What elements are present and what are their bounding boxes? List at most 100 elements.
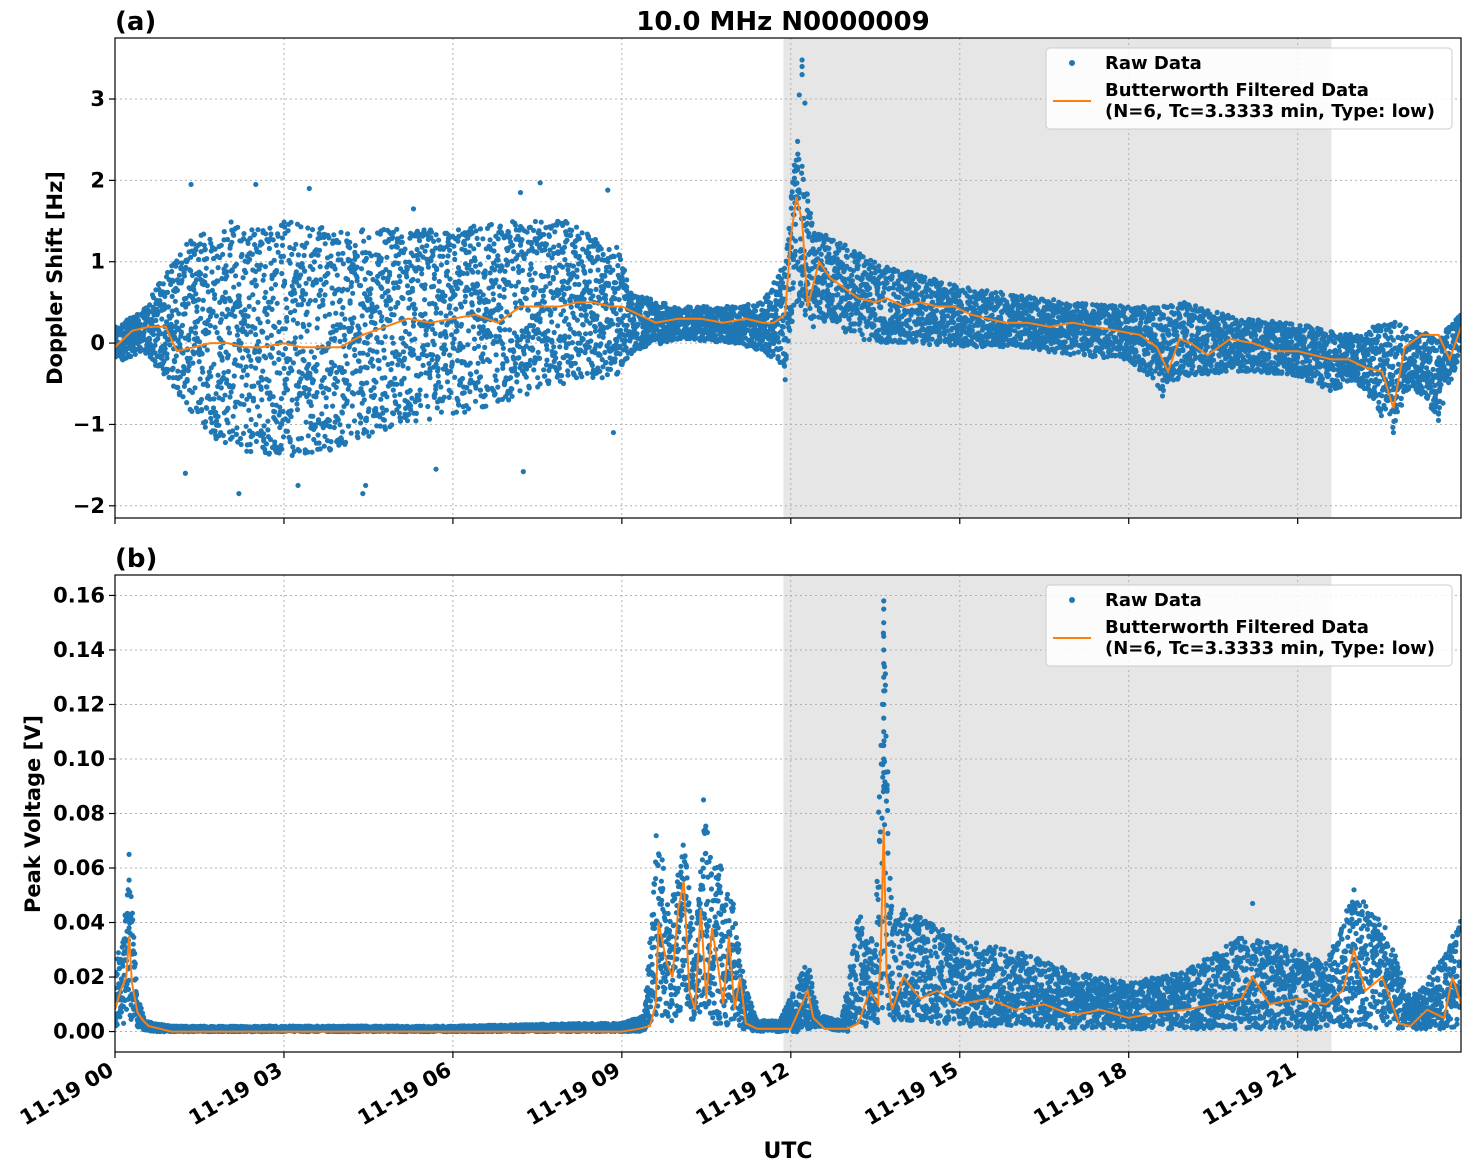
panel-a-raw-point bbox=[795, 138, 801, 144]
panel-a-raw-point bbox=[274, 300, 280, 306]
panel-a-raw-point bbox=[444, 379, 451, 385]
panel-a-raw-point bbox=[298, 224, 304, 230]
panel-a-raw-point bbox=[422, 248, 428, 254]
panel-a-raw-point bbox=[493, 377, 499, 383]
panel-a-raw-point bbox=[454, 285, 461, 292]
panel-a-raw-point bbox=[530, 346, 536, 352]
panel-a-raw-point bbox=[222, 392, 228, 398]
panel-a-raw-point bbox=[580, 322, 586, 328]
panel-a-raw-point bbox=[787, 327, 793, 333]
panel-a-raw-point bbox=[267, 436, 274, 443]
panel-a-raw-point bbox=[159, 316, 165, 322]
panel-a-raw-point bbox=[374, 304, 380, 310]
panel-a-raw-point bbox=[153, 317, 159, 324]
panel-a-raw-point bbox=[905, 299, 911, 305]
panel-a-raw-point bbox=[246, 407, 252, 413]
panel-a-raw-point bbox=[428, 229, 435, 235]
panel-a-raw-point bbox=[226, 330, 233, 336]
panel-a-raw-point bbox=[350, 290, 356, 296]
panel-a-raw-point bbox=[280, 253, 287, 259]
panel-a-raw-point bbox=[230, 428, 236, 434]
panel-a-raw-point bbox=[208, 373, 214, 379]
panel-a-raw-point bbox=[225, 420, 231, 426]
panel-a-raw-point bbox=[351, 391, 357, 397]
panel-a-raw-point bbox=[564, 237, 570, 243]
panel-a-raw-point bbox=[792, 248, 799, 254]
panel-a-raw-point bbox=[187, 355, 193, 361]
panel-a-raw-point bbox=[341, 368, 347, 375]
panel-a-raw-point bbox=[181, 371, 187, 377]
panel-a-raw-point bbox=[382, 334, 388, 340]
panel-a-raw-point bbox=[320, 302, 326, 308]
panel-a-raw-point bbox=[517, 388, 523, 394]
panel-a-raw-point bbox=[165, 367, 171, 373]
panel-a-raw-point bbox=[186, 337, 192, 343]
panel-a-raw-point bbox=[582, 270, 588, 276]
panel-a-raw-point bbox=[880, 290, 887, 296]
panel-a-raw-point bbox=[564, 220, 570, 226]
panel-a-raw-point bbox=[315, 252, 321, 258]
panel-a-raw-point bbox=[432, 331, 438, 337]
panel-a-raw-point bbox=[379, 340, 385, 346]
panel-a-raw-point bbox=[315, 432, 321, 438]
panel-a-raw-point bbox=[415, 278, 421, 284]
panel-a-raw-point bbox=[152, 342, 158, 348]
panel-a-raw-point bbox=[560, 380, 567, 387]
panel-a-raw-point bbox=[261, 272, 267, 278]
panel-a-raw-point bbox=[849, 272, 855, 278]
panel-a-raw-point bbox=[542, 373, 548, 379]
panel-a-raw-point bbox=[351, 347, 358, 353]
panel-a-raw-point bbox=[600, 251, 606, 258]
panel-a-raw-point bbox=[447, 247, 453, 253]
panel-a-raw-point bbox=[857, 319, 863, 325]
panel-a-raw-point bbox=[266, 245, 272, 252]
panel-a-raw-point bbox=[296, 448, 302, 454]
panel-a-raw-point bbox=[435, 355, 441, 361]
panel-a-raw-point bbox=[270, 295, 276, 301]
panel-a-raw-point bbox=[462, 293, 469, 299]
panel-a-raw-point bbox=[305, 433, 311, 439]
panel-a-raw-point bbox=[919, 311, 925, 317]
panel-a-raw-point bbox=[547, 280, 553, 286]
panel-a-raw-point bbox=[346, 382, 352, 388]
panel-a-raw-point bbox=[263, 355, 269, 361]
panel-a-raw-point bbox=[775, 354, 781, 360]
panel-a-raw-point bbox=[306, 322, 312, 328]
panel-a-raw-point bbox=[343, 439, 349, 445]
panel-a-raw-point bbox=[342, 337, 348, 343]
panel-a-raw-point bbox=[261, 431, 267, 437]
panel-a-raw-point bbox=[376, 358, 382, 364]
panel-a-raw-point bbox=[466, 249, 472, 255]
panel-a-raw-point bbox=[907, 325, 914, 331]
panel-a-raw-point bbox=[602, 292, 609, 298]
panel-a-raw-point bbox=[922, 274, 928, 280]
panel-a-raw-point bbox=[319, 225, 325, 231]
panel-a-raw-point bbox=[524, 229, 530, 235]
panel-a-raw-point bbox=[298, 302, 305, 308]
panel-a-raw-point bbox=[174, 319, 180, 325]
panel-a-raw-point bbox=[364, 365, 370, 371]
panel-a-raw-point bbox=[794, 180, 800, 186]
panel-a-raw-point bbox=[477, 226, 484, 232]
panel-a-raw-point bbox=[425, 342, 431, 348]
panel-a-raw-point bbox=[795, 259, 801, 265]
panel-a-raw-point bbox=[482, 272, 488, 278]
panel-a-raw-point bbox=[227, 298, 234, 304]
panel-a-raw-point bbox=[189, 389, 195, 395]
panel-a-raw-point bbox=[579, 374, 585, 380]
panel-a-raw-point bbox=[603, 359, 609, 365]
panel-a-raw-point bbox=[790, 280, 797, 286]
panel-a-raw-point bbox=[302, 268, 308, 274]
panel-a-raw-point bbox=[475, 241, 482, 248]
panel-a-raw-point bbox=[364, 380, 370, 386]
panel-a-raw-point bbox=[244, 372, 250, 378]
panel-a-raw-point bbox=[181, 273, 187, 279]
panel-a-raw-point bbox=[294, 407, 301, 413]
panel-a-raw-point bbox=[469, 302, 475, 308]
panel-a-raw-point bbox=[434, 405, 440, 411]
panel-a-raw-point bbox=[409, 288, 415, 294]
panel-a-raw-point bbox=[189, 408, 195, 414]
panel-a-raw-point bbox=[201, 231, 207, 237]
panel-a-raw-point bbox=[225, 405, 231, 412]
panel-a-raw-point bbox=[551, 244, 557, 250]
